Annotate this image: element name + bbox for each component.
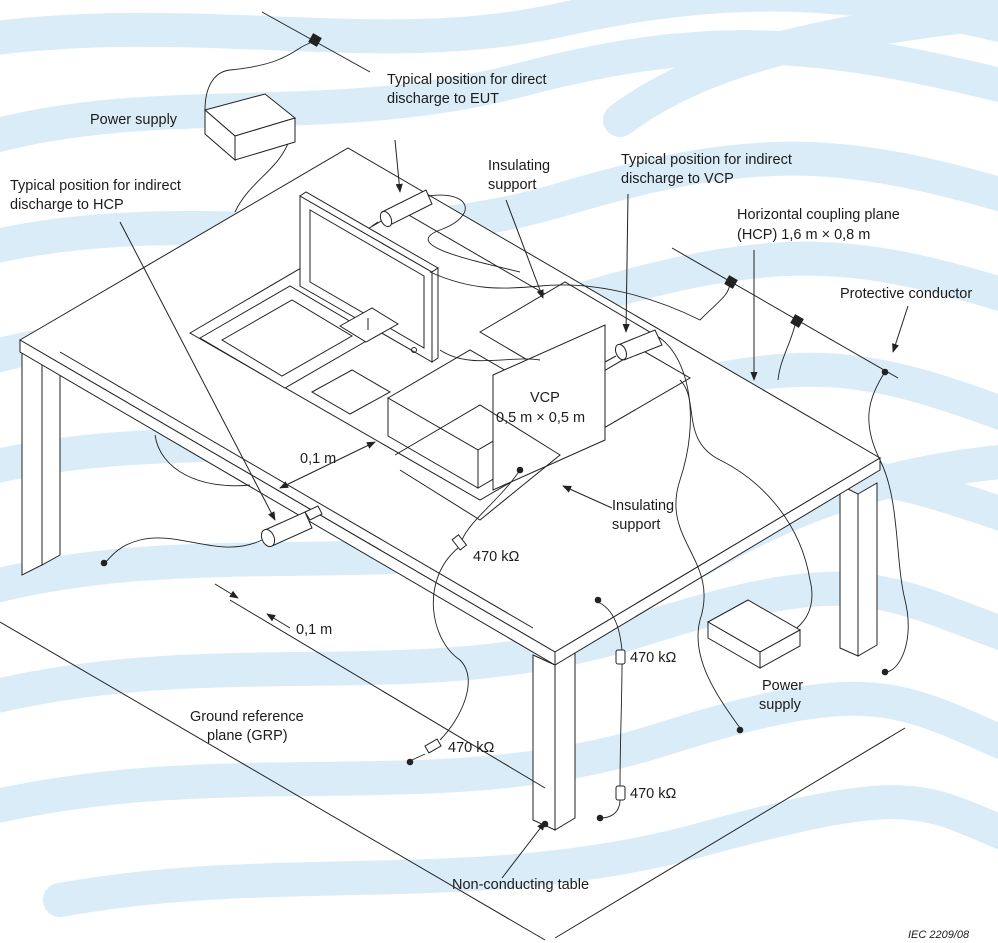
label-direct-discharge-line1: Typical position for direct bbox=[387, 72, 547, 88]
label-indirect-hcp-line2: discharge to HCP bbox=[10, 197, 124, 213]
label-indirect-hcp-line1: Typical position for indirect bbox=[10, 178, 181, 194]
label-insulating-support-top-line1: Insulating bbox=[488, 158, 550, 174]
vertical-coupling-plane bbox=[492, 324, 606, 491]
label-resistor-vcp: 470 kΩ bbox=[473, 549, 519, 565]
label-indirect-vcp-line2: discharge to VCP bbox=[621, 171, 734, 187]
figure-id: IEC 2209/08 bbox=[908, 929, 970, 941]
label-vcp-line2: 0,5 m × 0,5 m bbox=[496, 410, 585, 426]
label-vcp-line1: VCP bbox=[530, 390, 560, 406]
label-insulating-support-top-line2: support bbox=[488, 177, 536, 193]
label-insulating-support-mid-line2: support bbox=[612, 517, 660, 533]
label-power-supply-bottom-line1: Power bbox=[762, 678, 803, 694]
monitor-eut bbox=[299, 191, 439, 363]
mains-lines bbox=[261, 11, 899, 379]
leader-lines bbox=[119, 139, 909, 879]
power-supply-top bbox=[203, 93, 297, 162]
label-hcp-line1: Horizontal coupling plane bbox=[737, 207, 900, 223]
label-table: Non-conducting table bbox=[452, 877, 589, 893]
keyboard bbox=[199, 285, 392, 415]
label-grp-line1: Ground reference bbox=[190, 709, 304, 725]
dimension-lines bbox=[214, 441, 546, 789]
label-insulating-support-mid-line1: Insulating bbox=[612, 498, 674, 514]
ground-reference-plane bbox=[0, 621, 906, 941]
resistors bbox=[424, 534, 626, 801]
label-resistor-hcp-1: 470 kΩ bbox=[630, 650, 676, 666]
label-direct-discharge-line2: discharge to EUT bbox=[387, 91, 499, 107]
label-power-supply-top: Power supply bbox=[90, 112, 178, 128]
label-protective-conductor: Protective conductor bbox=[840, 286, 972, 302]
label-grp-line2: plane (GRP) bbox=[207, 728, 288, 744]
vcp-insulating-support bbox=[394, 404, 561, 521]
label-power-supply-bottom-line2: supply bbox=[759, 697, 802, 713]
label-resistor-hcp-2: 470 kΩ bbox=[448, 740, 494, 756]
label-hcp-line2: (HCP) 1,6 m × 0,8 m bbox=[737, 227, 870, 243]
label-indirect-vcp-line1: Typical position for indirect bbox=[621, 152, 792, 168]
label-distance-lower: 0,1 m bbox=[296, 622, 332, 638]
power-supply-bottom bbox=[706, 599, 802, 669]
labels: Power supply Typical position for direct… bbox=[10, 72, 972, 941]
esd-generator-hcp bbox=[104, 505, 323, 564]
cables bbox=[154, 39, 909, 819]
label-resistor-hcp-3: 470 kΩ bbox=[630, 786, 676, 802]
esd-generator-direct bbox=[371, 189, 521, 273]
label-distance-upper: 0,1 m bbox=[300, 451, 336, 467]
